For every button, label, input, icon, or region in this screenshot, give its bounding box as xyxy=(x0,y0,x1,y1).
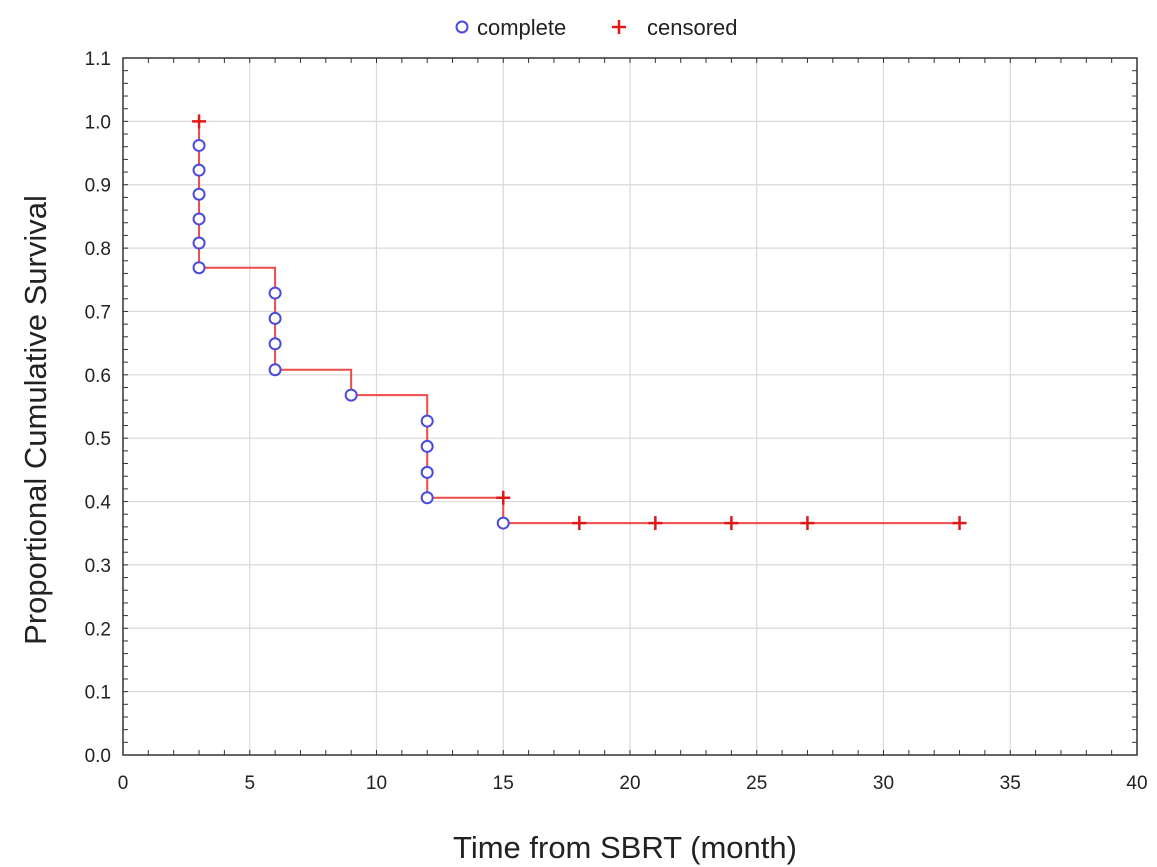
y-tick-label: 1.1 xyxy=(85,49,111,70)
censored-point xyxy=(496,490,511,505)
complete-point xyxy=(192,236,206,250)
x-tick-label: 20 xyxy=(619,773,640,794)
x-tick-label: 40 xyxy=(1126,773,1147,794)
complete-point xyxy=(268,337,282,351)
legend-censored-marker xyxy=(612,20,626,34)
legend: complete censored xyxy=(455,15,738,40)
x-tick-label: 35 xyxy=(1000,773,1021,794)
complete-point xyxy=(192,187,206,201)
legend-censored-label: censored xyxy=(647,15,738,40)
y-tick-label: 1.0 xyxy=(85,112,111,133)
grid xyxy=(123,58,1137,755)
complete-point xyxy=(192,163,206,177)
minor-ticks xyxy=(122,57,1138,756)
y-tick-label: 0.0 xyxy=(85,746,111,767)
y-tick-label: 0.5 xyxy=(85,429,111,450)
legend-complete-label: complete xyxy=(477,15,566,40)
x-tick-label: 25 xyxy=(746,773,767,794)
survival-step-line xyxy=(198,121,960,525)
y-tick-label: 0.3 xyxy=(85,556,111,577)
y-tick-labels: 0.0 0.1 0.2 0.3 0.4 0.5 0.6 0.7 0.8 0.9 1.0 1.1 xyxy=(85,49,112,767)
complete-point xyxy=(268,286,282,300)
x-tick-label: 15 xyxy=(493,773,514,794)
complete-point xyxy=(192,212,206,226)
x-tick-label: 10 xyxy=(366,773,387,794)
x-tick-label: 5 xyxy=(244,773,255,794)
censored-point xyxy=(724,516,739,531)
y-tick-label: 0.9 xyxy=(85,176,111,197)
x-tick-labels: 0 5 10 15 20 25 30 35 40 xyxy=(118,773,1148,794)
legend-complete-marker xyxy=(455,20,469,34)
y-tick-label: 0.8 xyxy=(85,239,111,260)
complete-point xyxy=(192,261,206,275)
y-axis-title: Proportional Cumulative Survival xyxy=(18,195,53,645)
y-tick-label: 0.7 xyxy=(85,302,111,323)
x-tick-label: 0 xyxy=(118,773,129,794)
complete-point xyxy=(268,363,282,377)
x-axis-title: Time from SBRT (month) xyxy=(453,830,797,865)
censored-point xyxy=(192,114,207,129)
y-tick-label: 0.6 xyxy=(85,366,111,387)
censored-point xyxy=(952,516,967,531)
complete-point xyxy=(268,311,282,325)
y-tick-label: 0.4 xyxy=(85,493,112,514)
y-tick-label: 0.1 xyxy=(85,683,111,704)
complete-point xyxy=(496,516,510,530)
x-tick-label: 30 xyxy=(873,773,894,794)
complete-point xyxy=(420,439,434,453)
y-tick-label: 0.2 xyxy=(85,619,111,640)
complete-point xyxy=(192,138,206,152)
complete-point xyxy=(420,491,434,505)
complete-point xyxy=(344,388,358,402)
censored-point xyxy=(800,516,815,531)
complete-point xyxy=(420,414,434,428)
complete-point xyxy=(420,465,434,479)
censored-point xyxy=(648,516,663,531)
series xyxy=(192,114,967,531)
censored-point xyxy=(572,516,587,531)
